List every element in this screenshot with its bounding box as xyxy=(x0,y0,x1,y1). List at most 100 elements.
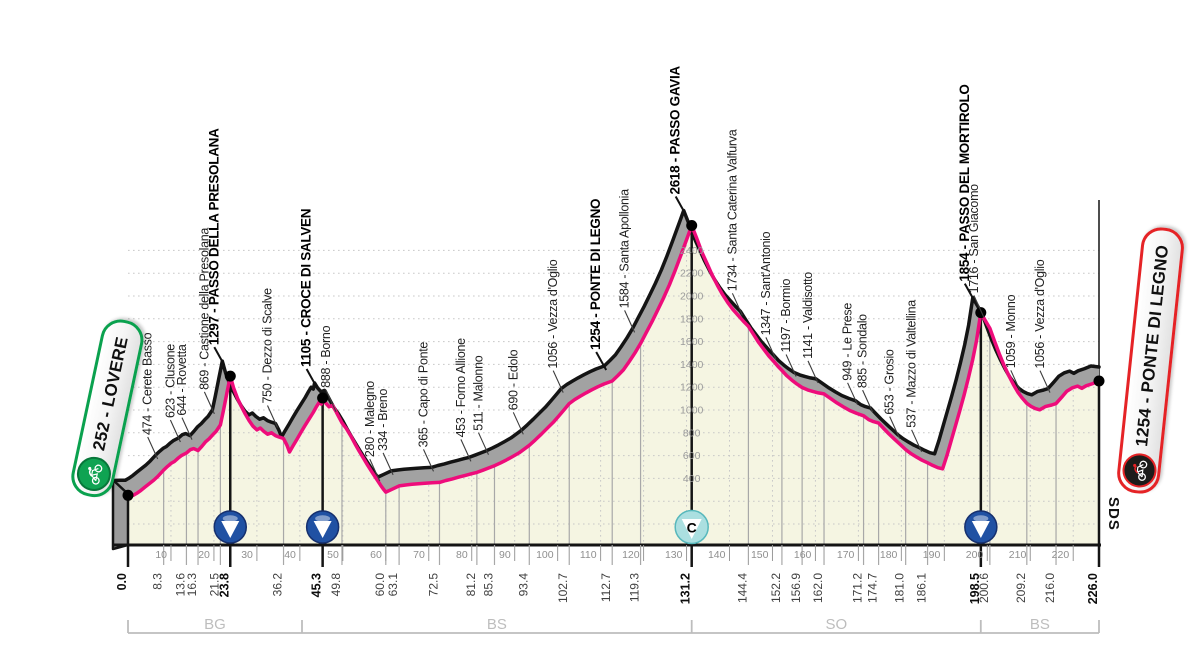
kom-marker-icon xyxy=(305,510,340,544)
waypoint-label: 1141 - Valdisotto xyxy=(801,272,815,359)
profile-point-dot xyxy=(224,370,236,382)
triangle-down-icon xyxy=(681,519,702,539)
waypoint-label: 1197 - Bormio xyxy=(779,278,793,352)
waypoint-label: 949 - Le Prese xyxy=(841,303,855,381)
waypoint-label: 474 - Cerete Basso xyxy=(141,332,155,435)
waypoint-leader xyxy=(266,405,279,428)
waypoint-leader xyxy=(512,412,524,435)
marker-gloss xyxy=(315,515,331,522)
scale-tick-label: 110 xyxy=(580,549,597,561)
profile-point-dot xyxy=(975,307,987,319)
waypoint-label: 623 - Clusone xyxy=(163,344,177,418)
triangle-down-icon xyxy=(313,521,332,538)
scale-tick-label: 180 xyxy=(880,549,898,561)
km-label: 144.4 xyxy=(735,573,749,603)
waypoint-leader xyxy=(422,449,435,472)
km-label: 119.3 xyxy=(628,573,642,602)
elevation-axis-label: 400 xyxy=(683,473,701,485)
km-label: 198.5 xyxy=(968,573,982,604)
waypoint-label: 1056 - Vezza d'Oglio xyxy=(1033,259,1047,368)
cyclist-icon-finish xyxy=(1120,451,1158,490)
km-label: 63.1 xyxy=(386,573,400,597)
waypoint-label: 511 - Malonno xyxy=(472,355,486,430)
waypoint-leader xyxy=(963,283,976,303)
waypoint-label: 1854 - PASSO DEL MORTIROLO xyxy=(957,84,972,281)
finish-banner: 1254 - PONTE DI LEGNO xyxy=(1115,225,1186,496)
km-label: 45.3 xyxy=(310,573,324,597)
waypoint-label: 869 - Castione della Presolana xyxy=(197,228,211,390)
waypoint-leader xyxy=(369,458,381,482)
km-label: 72.5 xyxy=(427,573,441,597)
elevation-axis-label: 1200 xyxy=(680,382,704,394)
waypoint-leader xyxy=(477,432,490,455)
km-label: 13.6 xyxy=(173,573,187,597)
elevation-axis-label: 2400 xyxy=(680,245,704,257)
waypoint-leader xyxy=(624,310,636,333)
waypoint-leader xyxy=(731,293,743,316)
profile-point-dot xyxy=(317,392,329,404)
cyclist-icon xyxy=(1132,460,1147,481)
km-label: 112.7 xyxy=(599,573,613,602)
km-label: 152.2 xyxy=(769,573,783,603)
waypoint-label: 1347 - Sant'Antonio xyxy=(759,231,773,335)
waypoint-leader xyxy=(889,416,901,439)
waypoint-label: 1297 - PASSO DELLA PRESOLANA xyxy=(206,128,221,345)
elevation-axis-label: 2200 xyxy=(680,268,704,280)
elevation-axis-label: 1600 xyxy=(680,336,704,348)
waypoint-label: 2618 - PASSO GAVIA xyxy=(668,66,683,195)
scale-tick-label: 170 xyxy=(837,549,855,561)
profile-point-dot xyxy=(122,489,134,501)
waypoint-leader xyxy=(1039,370,1051,393)
scale-tick-label: 130 xyxy=(665,549,683,561)
province-label: BS xyxy=(1030,616,1050,633)
scale-tick-label: 10 xyxy=(155,549,167,561)
km-label: 102.7 xyxy=(556,573,570,603)
waypoint-leader xyxy=(595,351,608,371)
province-bracket: BG BS SO BS xyxy=(127,616,1100,634)
marker-gloss xyxy=(222,515,238,522)
waypoint-leader xyxy=(862,389,874,413)
waypoint-leader xyxy=(203,391,215,415)
waypoint-leader xyxy=(305,368,318,388)
elevation-axis-label: 800 xyxy=(683,427,701,439)
scale-tick-label: 220 xyxy=(1052,549,1070,561)
waypoint-leader xyxy=(911,429,923,453)
waypoint-label: 690 - Edolo xyxy=(506,349,520,410)
km-label: 156.9 xyxy=(789,573,803,603)
km-label: 16.3 xyxy=(185,573,199,597)
scale-tick-label: 200 xyxy=(966,549,984,561)
scale-tick-label: 190 xyxy=(923,549,941,561)
cyclist-icon xyxy=(87,464,102,485)
scale-tick-label: 150 xyxy=(751,549,769,561)
waypoint-label: 885 - Sondalo xyxy=(856,314,870,388)
elevation-area xyxy=(128,225,1099,545)
waypoint-label: 280 - Malegno xyxy=(363,381,377,457)
waypoint-leader xyxy=(213,346,226,366)
waypoint-leader xyxy=(181,417,193,440)
waypoint-label: 334 - Breno xyxy=(376,389,390,451)
waypoint-label: 1716 - San Giacomo xyxy=(967,184,981,294)
scale-tick-label: 140 xyxy=(708,549,726,561)
watermark: SDS xyxy=(1105,497,1122,531)
km-label: 174.7 xyxy=(866,573,880,603)
scale-tick-label: 50 xyxy=(327,549,339,561)
waypoint-label: 1059 - Monno xyxy=(1004,294,1018,368)
km-label: 36.2 xyxy=(271,573,285,597)
km-label: 226.0 xyxy=(1086,573,1100,604)
waypoint-leader xyxy=(460,439,472,462)
waypoint-leader xyxy=(147,436,159,460)
elevation-axis-label: 600 xyxy=(683,450,701,462)
km-label: 49.8 xyxy=(329,573,343,597)
waypoint-label: 750 - Dezzo di Scalve xyxy=(261,288,275,404)
km-label: 186.1 xyxy=(915,573,929,603)
scale-tick-label: 100 xyxy=(536,549,554,561)
km-label: 8.3 xyxy=(151,573,165,590)
profile-3d-edge xyxy=(111,208,1101,483)
waypoint-leader xyxy=(325,389,337,413)
km-label: 216.0 xyxy=(1043,573,1057,603)
waypoint-leader xyxy=(807,360,819,384)
waypoint-label: 365 - Capo di Ponte xyxy=(417,342,431,448)
kom-marker-icon xyxy=(964,510,998,544)
km-label: 93.4 xyxy=(516,573,530,597)
